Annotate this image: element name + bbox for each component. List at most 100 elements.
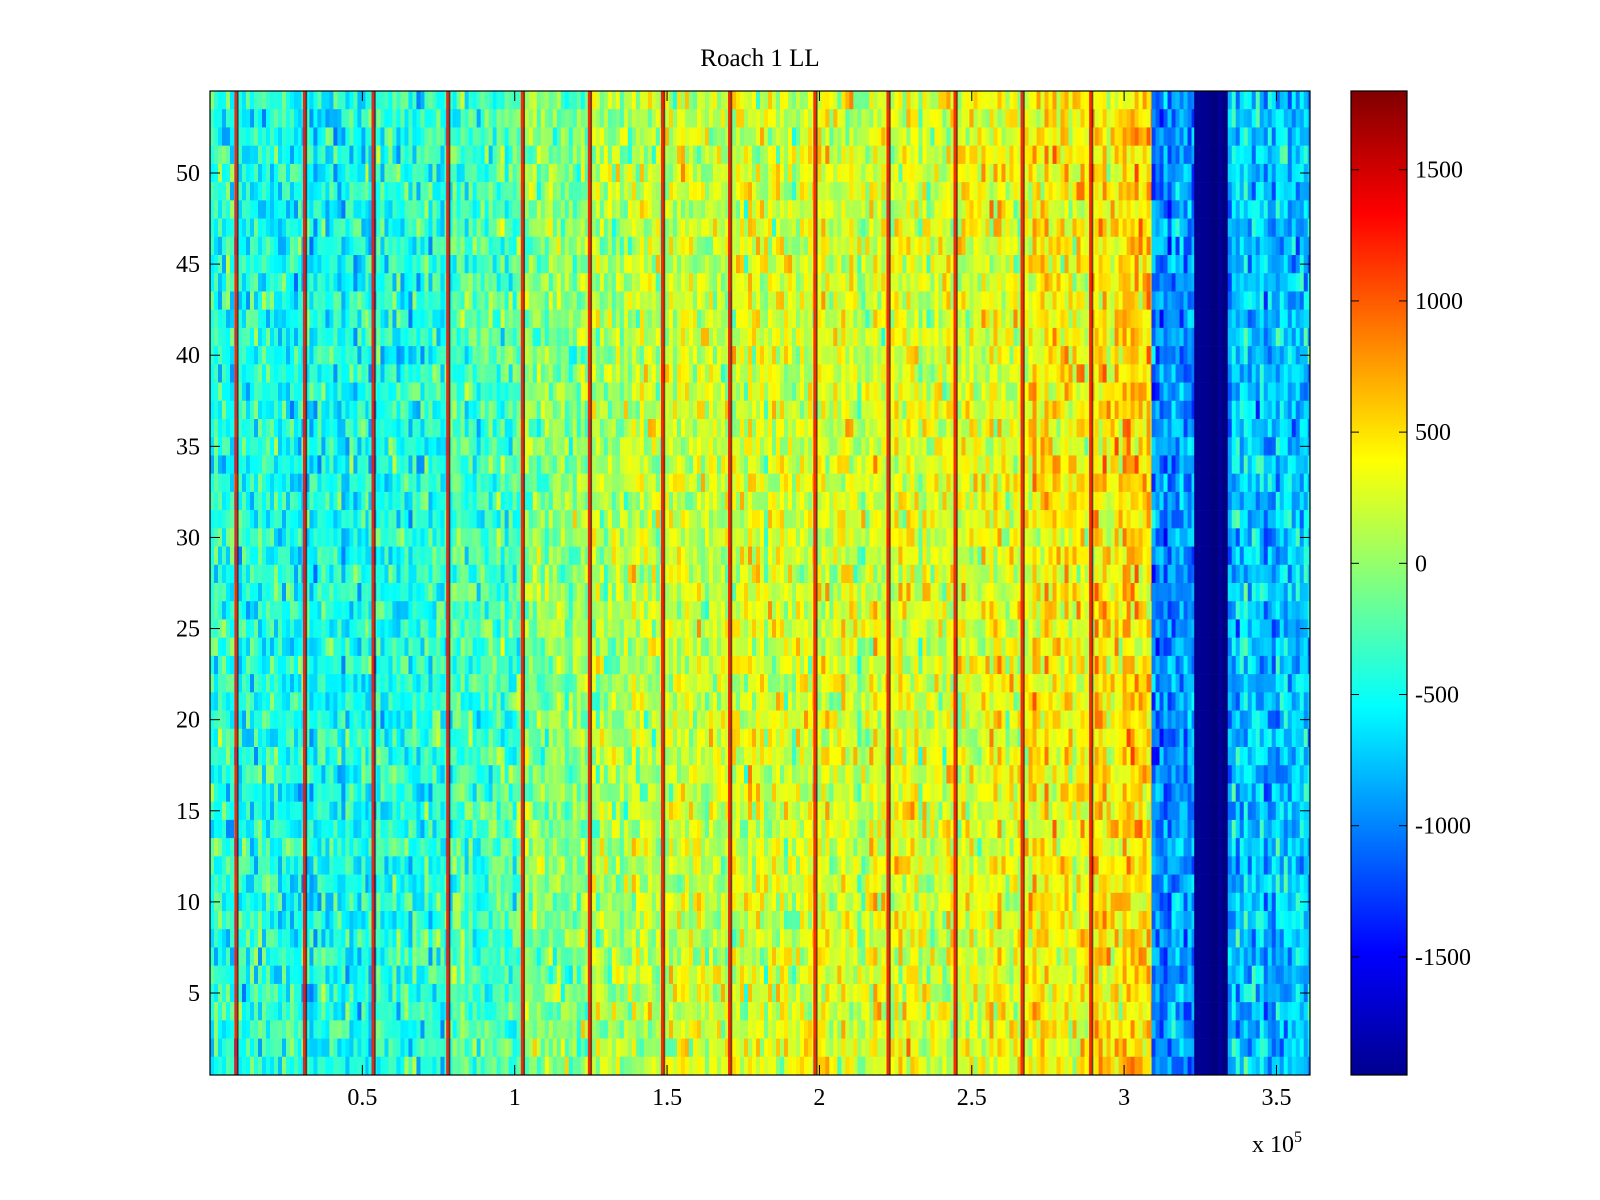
heatmap-cell	[492, 856, 497, 875]
heatmap-cell	[266, 947, 271, 966]
heatmap-cell	[309, 163, 314, 183]
heatmap-cell	[440, 346, 445, 365]
heatmap-cell	[242, 346, 247, 365]
heatmap-cell	[376, 109, 381, 128]
heatmap-cell	[380, 473, 385, 493]
heatmap-cell	[484, 236, 489, 256]
heatmap-cell	[380, 892, 385, 912]
heatmap-cell	[420, 692, 425, 711]
heatmap-cell	[317, 655, 322, 675]
heatmap-cell	[214, 91, 219, 110]
heatmap-cell	[365, 1002, 369, 1021]
heatmap-cell	[524, 819, 530, 839]
heatmap-cell	[214, 601, 219, 620]
heatmap-cell	[432, 692, 437, 711]
heatmap-cell	[524, 1038, 530, 1058]
heatmap-cell	[484, 1020, 489, 1039]
heatmap-cell	[476, 218, 481, 238]
heatmap-cell	[408, 382, 413, 402]
heatmap-cell	[361, 637, 366, 657]
heatmap-cell	[286, 655, 291, 675]
heatmap-cell	[536, 236, 542, 256]
heatmap-cell	[305, 382, 310, 402]
heatmap-cell	[286, 728, 291, 748]
heatmap-cell	[365, 291, 369, 310]
heatmap-cell	[298, 692, 302, 711]
heatmap-cell	[298, 528, 302, 547]
heatmap-cell	[436, 473, 441, 493]
heatmap-cell	[428, 546, 433, 566]
heatmap-cell	[309, 911, 314, 930]
heatmap-cell	[464, 564, 469, 584]
heatmap-cell	[345, 382, 350, 402]
heatmap-cell	[365, 528, 369, 547]
heatmap-cell	[368, 856, 373, 875]
heatmap-cell	[548, 601, 554, 620]
heatmap-cell	[368, 1002, 373, 1021]
heatmap-cell	[384, 1038, 389, 1058]
heatmap-cell	[540, 528, 546, 547]
heatmap-cell	[274, 91, 279, 110]
heatmap-cell	[472, 400, 477, 420]
heatmap-cell	[309, 145, 314, 165]
heatmap-cell	[428, 765, 433, 784]
heatmap-cell	[540, 218, 546, 238]
heatmap-cell	[416, 947, 421, 966]
heatmap-cell	[290, 473, 295, 493]
heatmap-cell	[317, 455, 322, 474]
heatmap-cell	[266, 455, 271, 474]
heatmap-cell	[464, 783, 469, 802]
heatmap-cell	[266, 382, 271, 402]
heatmap-cell	[420, 929, 425, 948]
heatmap-cell	[408, 655, 413, 675]
heatmap-cell	[500, 382, 505, 402]
heatmap-cell	[504, 419, 509, 438]
heatmap-cell	[365, 892, 369, 912]
heatmap-cell	[436, 710, 441, 730]
heatmap-cell	[480, 1038, 485, 1058]
heatmap-cell	[246, 1002, 251, 1021]
heatmap-cell	[508, 1038, 513, 1058]
heatmap-cell	[552, 510, 558, 529]
heatmap-cell	[230, 783, 235, 802]
heatmap-cell	[282, 327, 287, 347]
heatmap-cell	[305, 856, 310, 875]
heatmap-cell	[400, 655, 405, 675]
heatmap-cell	[242, 91, 247, 110]
heatmap-cell	[428, 400, 433, 420]
heatmap-cell	[210, 400, 215, 420]
heatmap-cell	[432, 655, 437, 675]
heatmap-cell	[560, 182, 566, 201]
heatmap-cell	[492, 182, 497, 201]
heatmap-cell	[468, 601, 473, 620]
heatmap-cell	[568, 510, 574, 529]
heatmap-cell	[396, 801, 401, 821]
heatmap-cell	[238, 728, 243, 748]
heatmap-cell	[552, 965, 558, 985]
heatmap-cell	[210, 1038, 215, 1058]
heatmap-cell	[448, 400, 453, 420]
heatmap-cell	[222, 400, 227, 420]
heatmap-cell	[440, 564, 445, 584]
heatmap-cell	[404, 838, 409, 857]
heatmap-cell	[329, 838, 334, 857]
heatmap-cell	[380, 947, 385, 966]
heatmap-cell	[448, 947, 453, 966]
heatmap-cell	[325, 1002, 330, 1021]
heatmap-cell	[321, 947, 326, 966]
heatmap-cell	[349, 546, 354, 566]
heatmap-cell	[560, 838, 566, 857]
heatmap-cell	[384, 783, 389, 802]
heatmap-cell	[242, 765, 247, 784]
heatmap-cell	[368, 692, 373, 711]
heatmap-cell	[384, 674, 389, 693]
heatmap-cell	[242, 564, 247, 584]
heatmap-cell	[388, 564, 393, 584]
heatmap-cell	[278, 255, 283, 274]
heatmap-cell	[448, 965, 453, 985]
heatmap-cell	[504, 437, 509, 456]
heatmap-cell	[556, 455, 562, 474]
heatmap-cell	[376, 382, 381, 402]
heatmap-cell	[298, 91, 302, 110]
heatmap-cell	[512, 455, 517, 474]
